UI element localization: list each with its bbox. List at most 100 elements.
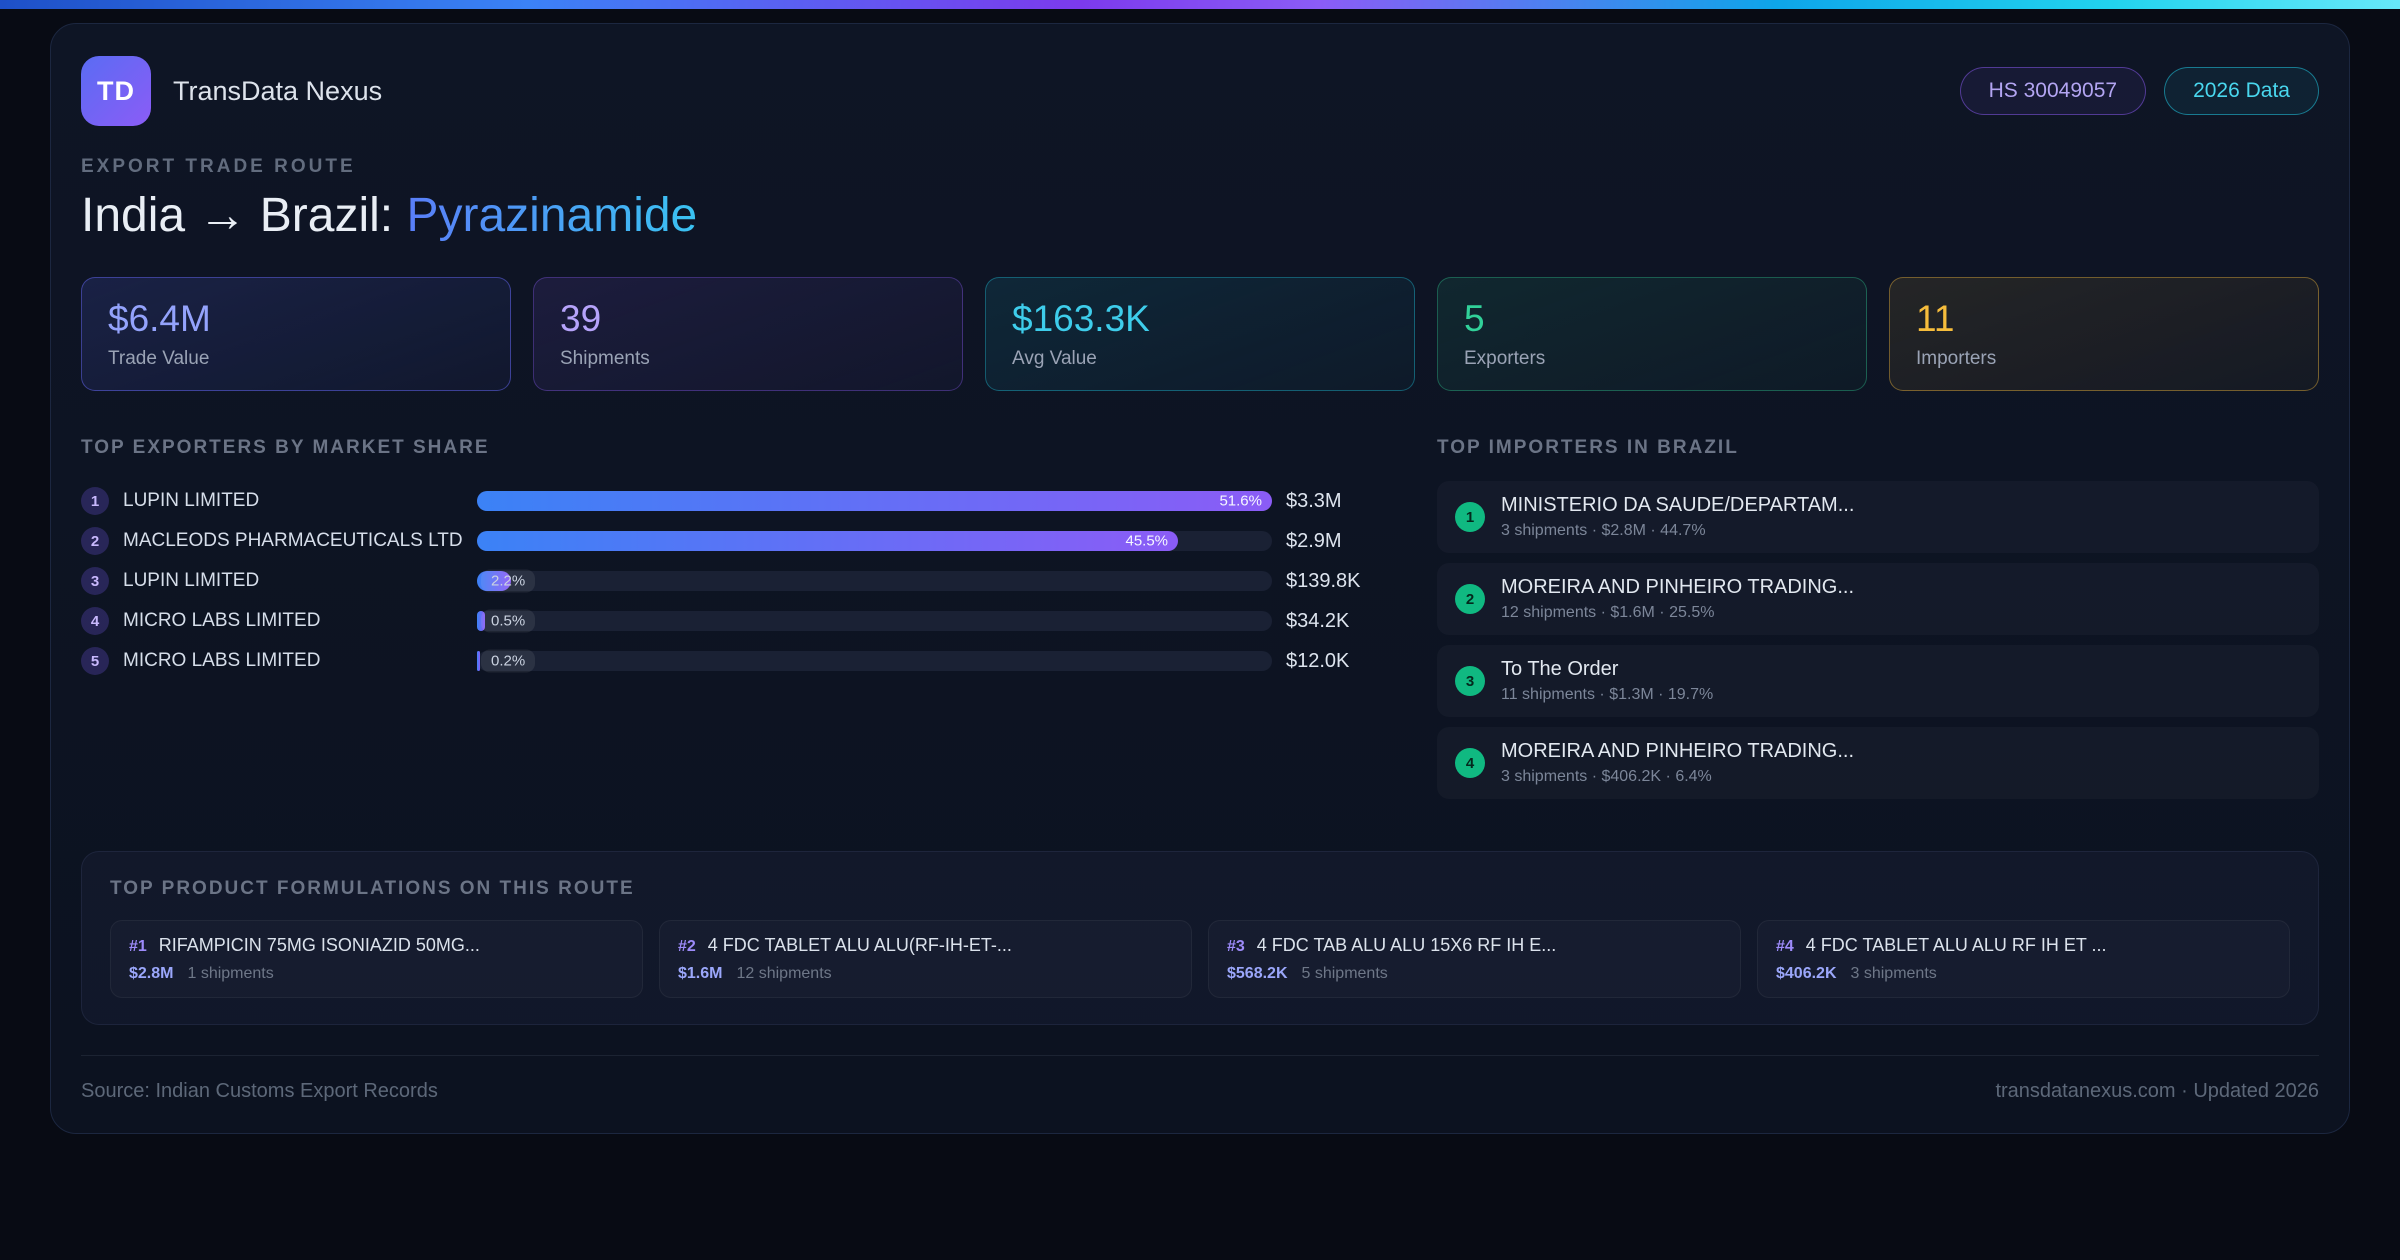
exporters-heading: TOP EXPORTERS BY MARKET SHARE [81, 437, 490, 458]
exporter-rank-badge: 2 [81, 527, 109, 555]
stat-value: $6.4M [108, 298, 211, 339]
exporter-name: LUPIN LIMITED [123, 570, 260, 591]
footer: Source: Indian Customs Export Records tr… [81, 1055, 2319, 1103]
product-value: $406.2K [1776, 965, 1837, 982]
product-name-text: 4 FDC TABLET ALU ALU RF IH ET ... [1805, 935, 2107, 955]
footer-source: Source: Indian Customs Export Records [81, 1080, 438, 1102]
product-name-text: RIFAMPICIN 75MG ISONIAZID 50MG... [158, 935, 480, 955]
market-share-bar-track: 0.2% [477, 649, 1272, 673]
hs-code-badge[interactable]: HS 30049057 [1959, 67, 2147, 115]
exporters-section: TOP EXPORTERS BY MARKET SHARE 1 LUPIN LI… [81, 437, 1375, 681]
product-rank: #1 [129, 938, 147, 955]
market-share-label: 51.6% [1219, 492, 1262, 510]
market-share-bar-fill [477, 531, 1179, 551]
product-rank: #4 [1776, 938, 1794, 955]
exporter-value: $3.3M [1286, 489, 1342, 512]
product-value: $1.6M [678, 965, 723, 982]
product-shipments: 12 shipments [736, 965, 832, 982]
exporter-row: 1 LUPIN LIMITED 51.6% $3.3M [81, 481, 1375, 521]
market-share-label: 0.5% [481, 609, 536, 633]
importer-item[interactable]: 4 MOREIRA AND PINHEIRO TRADING... 3 ship… [1437, 727, 2319, 799]
market-share-bar-fill [477, 651, 481, 671]
product-card[interactable]: #4 4 FDC TABLET ALU ALU RF IH ET ... $40… [1757, 920, 2290, 998]
product-card[interactable]: #2 4 FDC TABLET ALU ALU(RF-IH-ET-... $1.… [659, 920, 1192, 998]
stat-card-trade-value: $6.4M Trade Value [81, 277, 511, 391]
importer-rank-badge: 1 [1455, 502, 1485, 532]
importer-name: To The Order [1501, 658, 1619, 680]
market-share-bar-track: 2.2% [477, 569, 1272, 593]
market-share-bar-fill [477, 491, 1272, 511]
exporter-value: $12.0K [1286, 649, 1350, 672]
stat-label: Importers [1916, 348, 1997, 369]
route-text: India → Brazil: [81, 189, 407, 242]
stat-label: Trade Value [108, 348, 210, 369]
stat-value: $163.3K [1012, 298, 1150, 339]
market-share-bar-fill [477, 611, 485, 631]
footer-site: transdatanexus.com · Updated 2026 [1995, 1080, 2319, 1102]
exporter-value: $34.2K [1286, 609, 1350, 632]
accent-gradient-strip [0, 0, 2400, 9]
main-panel: TD TransData Nexus HS 30049057 2026 Data… [50, 23, 2350, 1134]
product-name-text: 4 FDC TABLET ALU ALU(RF-IH-ET-... [707, 935, 1012, 955]
importer-meta: 3 shipments · $2.8M · 44.7% [1501, 522, 1706, 539]
importer-rank-badge: 4 [1455, 748, 1485, 778]
market-share-label: 0.2% [481, 649, 536, 673]
data-year-badge[interactable]: 2026 Data [2164, 67, 2319, 115]
products-heading: TOP PRODUCT FORMULATIONS ON THIS ROUTE [110, 878, 635, 899]
product-shipments: 3 shipments [1850, 965, 1937, 982]
market-share-bar-track: 0.5% [477, 609, 1272, 633]
exporter-value: $139.8K [1286, 569, 1361, 592]
stat-card-importers: 11 Importers [1889, 277, 2319, 391]
market-share-bar-track: 45.5% [477, 531, 1272, 551]
product-shipments: 1 shipments [187, 965, 274, 982]
stat-label: Avg Value [1012, 348, 1097, 369]
importer-meta: 12 shipments · $1.6M · 25.5% [1501, 604, 1715, 621]
header: TD TransData Nexus HS 30049057 2026 Data [81, 54, 2319, 128]
exporter-name: MICRO LABS LIMITED [123, 650, 321, 671]
exporter-row: 4 MICRO LABS LIMITED 0.5% $34.2K [81, 601, 1375, 641]
importer-meta: 3 shipments · $406.2K · 6.4% [1501, 768, 1712, 785]
importer-rank-badge: 2 [1455, 584, 1485, 614]
importer-name: MINISTERIO DA SAUDE/DEPARTAM... [1501, 494, 1855, 516]
stat-card-avg-value: $163.3K Avg Value [985, 277, 1415, 391]
stat-value: 39 [560, 298, 602, 339]
importers-section: TOP IMPORTERS IN BRAZIL 1 MINISTERIO DA … [1437, 437, 2319, 809]
product-rank: #3 [1227, 938, 1245, 955]
market-share-bar-fill [477, 571, 511, 591]
importer-name: MOREIRA AND PINHEIRO TRADING... [1501, 576, 1855, 598]
importer-item[interactable]: 1 MINISTERIO DA SAUDE/DEPARTAM... 3 ship… [1437, 481, 2319, 553]
stat-card-shipments: 39 Shipments [533, 277, 963, 391]
app-name: TransData Nexus [173, 75, 383, 106]
market-share-label: 45.5% [1125, 532, 1169, 550]
exporter-row: 2 MACLEODS PHARMACEUTICALS LTD 45.5% $2.… [81, 521, 1375, 561]
stat-card-exporters: 5 Exporters [1437, 277, 1867, 391]
exporter-rank-badge: 5 [81, 647, 109, 675]
exporter-rank-badge: 3 [81, 567, 109, 595]
eyebrow-label: EXPORT TRADE ROUTE [81, 156, 356, 177]
exporter-name: LUPIN LIMITED [123, 490, 260, 511]
product-name: Pyrazinamide [406, 189, 698, 242]
header-badges: HS 30049057 2026 Data [1959, 67, 2319, 115]
stats-row: $6.4M Trade Value 39 Shipments $163.3K A… [81, 277, 2319, 391]
exporter-name: MICRO LABS LIMITED [123, 610, 321, 631]
app-logo: TD [81, 56, 151, 126]
stat-label: Shipments [560, 348, 650, 369]
importer-meta: 11 shipments · $1.3M · 19.7% [1501, 686, 1714, 703]
stat-label: Exporters [1464, 348, 1546, 369]
importer-item[interactable]: 2 MOREIRA AND PINHEIRO TRADING... 12 shi… [1437, 563, 2319, 635]
importers-list: 1 MINISTERIO DA SAUDE/DEPARTAM... 3 ship… [1437, 481, 2319, 799]
product-card[interactable]: #3 4 FDC TAB ALU ALU 15X6 RF IH E... $56… [1208, 920, 1741, 998]
exporter-rank-badge: 4 [81, 607, 109, 635]
exporter-rank-badge: 1 [81, 487, 109, 515]
product-name-text: 4 FDC TAB ALU ALU 15X6 RF IH E... [1256, 935, 1557, 955]
exporter-value: $2.9M [1286, 529, 1342, 552]
exporter-name: MACLEODS PHARMACEUTICALS LTD [123, 530, 463, 551]
market-share-bar-track: 51.6% [477, 491, 1272, 511]
product-value: $2.8M [129, 965, 174, 982]
stat-value: 5 [1464, 298, 1485, 339]
products-section: TOP PRODUCT FORMULATIONS ON THIS ROUTE #… [81, 851, 2319, 1025]
market-share-label: 2.2% [481, 569, 536, 593]
product-shipments: 5 shipments [1301, 965, 1388, 982]
importer-item[interactable]: 3 To The Order 11 shipments · $1.3M · 19… [1437, 645, 2319, 717]
product-card[interactable]: #1 RIFAMPICIN 75MG ISONIAZID 50MG... $2.… [110, 920, 643, 998]
